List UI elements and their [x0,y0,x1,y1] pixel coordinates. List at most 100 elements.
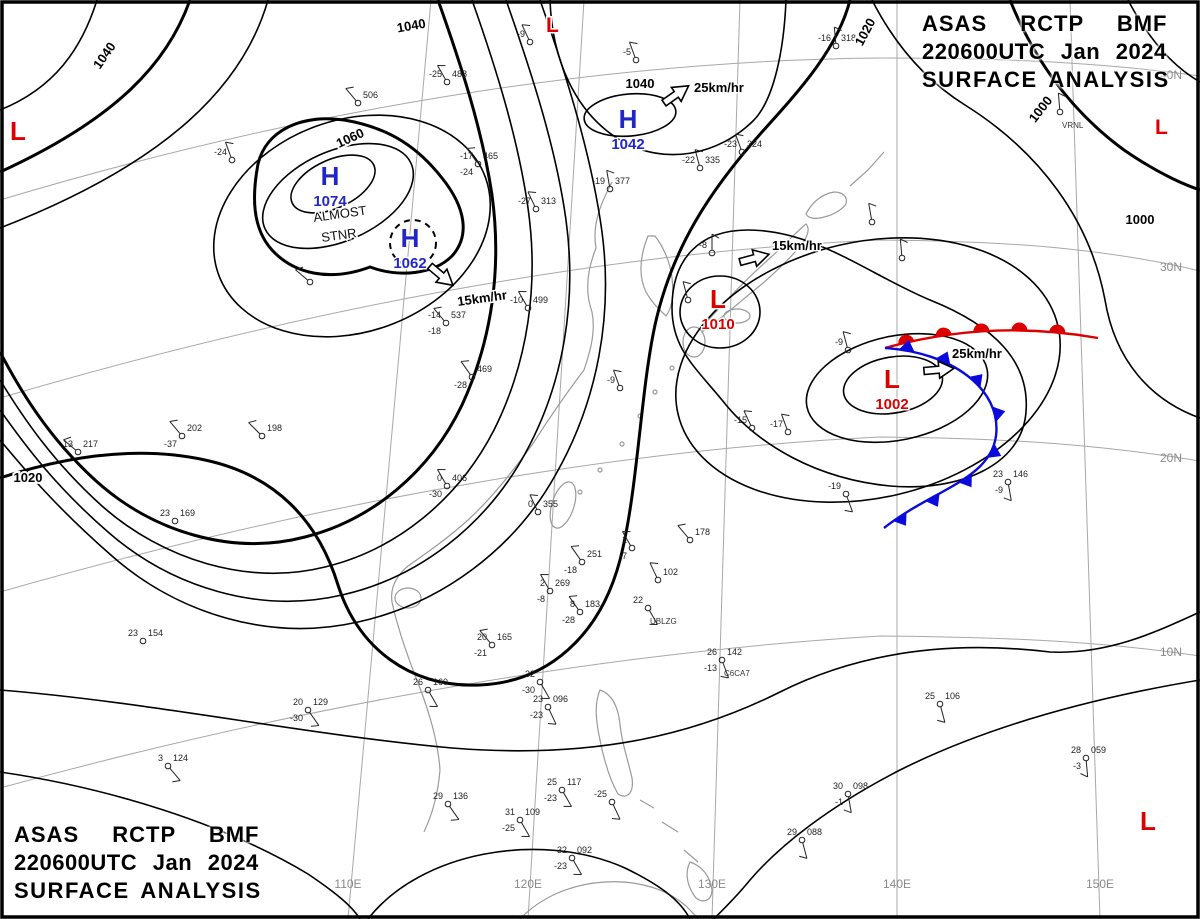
station-circle [544,703,552,711]
station-dewpoint: -28 [562,615,575,625]
station-circle [178,432,186,440]
station-plot: 28 059 -3 [1071,745,1106,778]
station-plot: 198 [248,420,282,440]
station-circle [526,38,534,46]
wind-barb [540,684,550,699]
station-circle [546,587,554,595]
cold-front-pip [893,512,907,526]
station-plot: 13 217 [63,436,98,456]
hokkaido-coast [805,191,847,219]
station-temperature: -17 [460,151,473,161]
station-circle [558,786,566,794]
wind-barb-feather [467,147,476,149]
wind-barb-feather [937,719,946,723]
station-plot [868,202,877,226]
station-dewpoint: -18 [428,326,441,336]
station-plot: 0 406 -30 [429,469,467,499]
isobar-1072 [290,154,376,214]
station-pressure: 106 [945,691,960,701]
wind-barb-feather [569,595,578,597]
visayas-islands [639,799,699,863]
station-circle [568,854,576,862]
parallel-10n [0,635,1200,789]
cold-front-pip [925,493,940,507]
station-temperature: -16 [818,33,831,43]
station-temperature: -10 [510,295,523,305]
wind-barb [437,469,447,484]
wind-barb-feather [781,413,790,417]
station-plot: VRNL [1056,92,1084,130]
wind-barb [169,421,181,435]
wind-barb [622,531,632,546]
station-pressure: 124 [173,753,188,763]
station-plot: 32 092 -23 [554,845,592,875]
wind-barb [479,630,491,644]
title-block-bottom-left: ASAS RCTP BMF 220600UTC Jan 2024 SURFACE… [14,821,276,905]
shikoku-island [723,308,751,324]
station-plot: 469 -28 [454,360,492,390]
analysis-type: SURFACE ANALYSIS [922,67,1170,92]
wind-barb-feather [1058,92,1066,97]
station-circle [718,656,726,664]
station-plot: 23 154 [128,628,163,645]
station-pressure: 355 [543,499,558,509]
warm-front-pip [973,323,990,332]
wind-barb [248,422,261,435]
wind-barb [548,709,557,725]
station-pressure: 117 [567,777,581,787]
pressure-center-letter: L [884,364,900,394]
wind-barb-feather [248,420,257,424]
wind-barb-feather [612,817,621,820]
movement-arrow [660,84,690,107]
wind-barb [735,133,742,150]
station-circle [1004,478,1012,486]
isobar-value-label: 1000 [1026,93,1056,125]
station-plot: -15 [734,410,756,432]
cold-front-pip [992,406,1006,422]
station-pressure: 377 [615,176,630,186]
station-temperature: 30 [833,781,843,791]
low-symbol: L [546,14,559,37]
wind-barb-feather [521,24,530,27]
title-block-top-right: ASAS RCTP BMF 220600UTC Jan 2024 SURFACE… [922,10,1184,94]
station-pressure: 318 [841,33,856,43]
station-plot: 202 -37 [164,419,202,449]
wind-barb [225,141,232,158]
station-plot [898,238,908,262]
wind-barb-feather [63,436,72,441]
analysis-type: SURFACE ANALYSIS [14,878,262,903]
station-plot: 29 136 [433,791,468,821]
station-plot: 26 142 -13 C6CA7 [704,647,750,679]
station-dewpoint: -13 [704,663,717,673]
wind-barb [449,806,460,820]
station-pressure: 088 [807,827,822,837]
station-pressure: 506 [363,90,378,100]
station-temperature: 26 [707,647,717,657]
station-plot [295,266,314,286]
wind-barb [606,170,611,187]
isobar-south-1 [0,611,1200,752]
station-temperature: -5 [623,47,631,57]
station-plot: 251 -18 [564,545,602,575]
wind-barb [437,65,447,80]
station-pressure: 098 [853,781,868,791]
station-circle [258,432,266,440]
isobar-1068 [261,142,415,250]
coastlines [391,151,885,919]
station-temperature: 25 [925,691,935,701]
wind-barb-feather [172,780,181,783]
station-circle [1056,108,1064,116]
wind-barb-feather [843,809,852,814]
wind-barb [802,842,808,859]
wind-barb [570,546,581,560]
wind-barb [529,494,538,510]
wind-barb [629,41,636,58]
wind-barb-feather [461,360,470,362]
isobar-1048 [0,0,571,602]
station-plot: -16 318 [818,26,856,50]
station-circle [443,78,451,86]
station-temperature: 3 [158,753,163,763]
isobar-1016-east [871,0,1200,419]
